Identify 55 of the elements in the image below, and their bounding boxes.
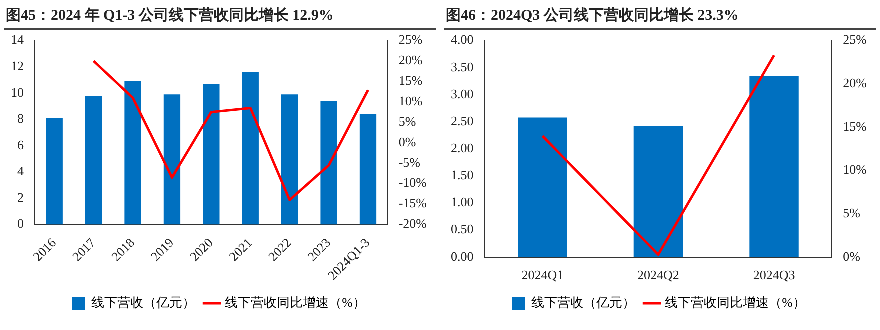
y-tick-label: 2.50 <box>451 113 474 128</box>
y2-tick-label: 20% <box>843 76 868 91</box>
y-tick-label: 0 <box>18 216 24 232</box>
x-tick-label: 2024Q3 <box>753 268 796 283</box>
chart-title: 图45：2024 年 Q1-3 公司线下营收同比增长 12.9% <box>4 0 436 30</box>
y2-tick-label: -20% <box>398 216 428 232</box>
bar <box>360 114 377 225</box>
y-tick-label: 2 <box>18 190 24 205</box>
y2-tick-label: 25% <box>843 32 868 48</box>
legend-label: 线下营收（亿元） <box>92 294 196 310</box>
y2-tick-label: 0% <box>398 134 416 150</box>
y-tick-label: 10 <box>11 84 24 100</box>
x-tick-label: 2024Q1 <box>522 268 564 283</box>
y2-tick-label: 15% <box>843 118 868 134</box>
y-tick-label: 1.00 <box>451 194 474 210</box>
legend-label: 线下营收同比增速（%） <box>225 294 366 310</box>
y2-tick-label: 5% <box>843 206 861 220</box>
y2-tick-label: 25% <box>398 32 423 48</box>
chart-title: 图46：2024Q3 公司线下营收同比增长 23.3% <box>444 0 876 30</box>
bar <box>282 94 298 225</box>
y-tick-label: 3.00 <box>451 86 474 102</box>
y-tick-label: 12 <box>11 58 24 74</box>
bar <box>85 96 102 225</box>
y2-tick-label: 10% <box>843 162 868 178</box>
y-tick-label: 4 <box>18 164 24 179</box>
y2-tick-label: 5% <box>398 114 416 129</box>
legend-label: 线下营收同比增速（%） <box>665 294 806 310</box>
bar <box>46 118 63 225</box>
y2-tick-label: -10% <box>398 175 428 190</box>
y-tick-label: 0.00 <box>451 248 474 264</box>
x-tick-label: 2021 <box>226 235 256 264</box>
y2-tick-label: 20% <box>398 52 423 68</box>
y-tick-label: 3.50 <box>451 59 474 74</box>
legend-label: 线下营收（亿元） <box>532 294 636 310</box>
y2-tick-label: -5% <box>398 154 421 170</box>
bar <box>634 126 684 258</box>
y2-tick-label: 0% <box>843 248 861 264</box>
y-tick-label: 4.00 <box>451 32 474 48</box>
bar <box>320 101 338 225</box>
y-tick-label: 6 <box>18 137 24 152</box>
y2-tick-label: -15% <box>398 196 428 211</box>
bar <box>124 82 142 225</box>
bar <box>750 76 799 258</box>
bar <box>242 72 259 225</box>
y-tick-label: 8 <box>18 111 24 126</box>
y-tick-label: 14 <box>11 32 24 48</box>
y-tick-label: 2.00 <box>451 140 474 156</box>
x-tick-label: 2024Q2 <box>638 268 680 283</box>
y-tick-label: 1.50 <box>451 168 474 183</box>
bar <box>518 118 568 258</box>
bar <box>203 84 220 225</box>
y2-tick-label: 15% <box>398 73 423 88</box>
y-tick-label: 0.50 <box>451 222 474 237</box>
bar <box>164 94 181 225</box>
y2-tick-label: 10% <box>398 94 423 109</box>
